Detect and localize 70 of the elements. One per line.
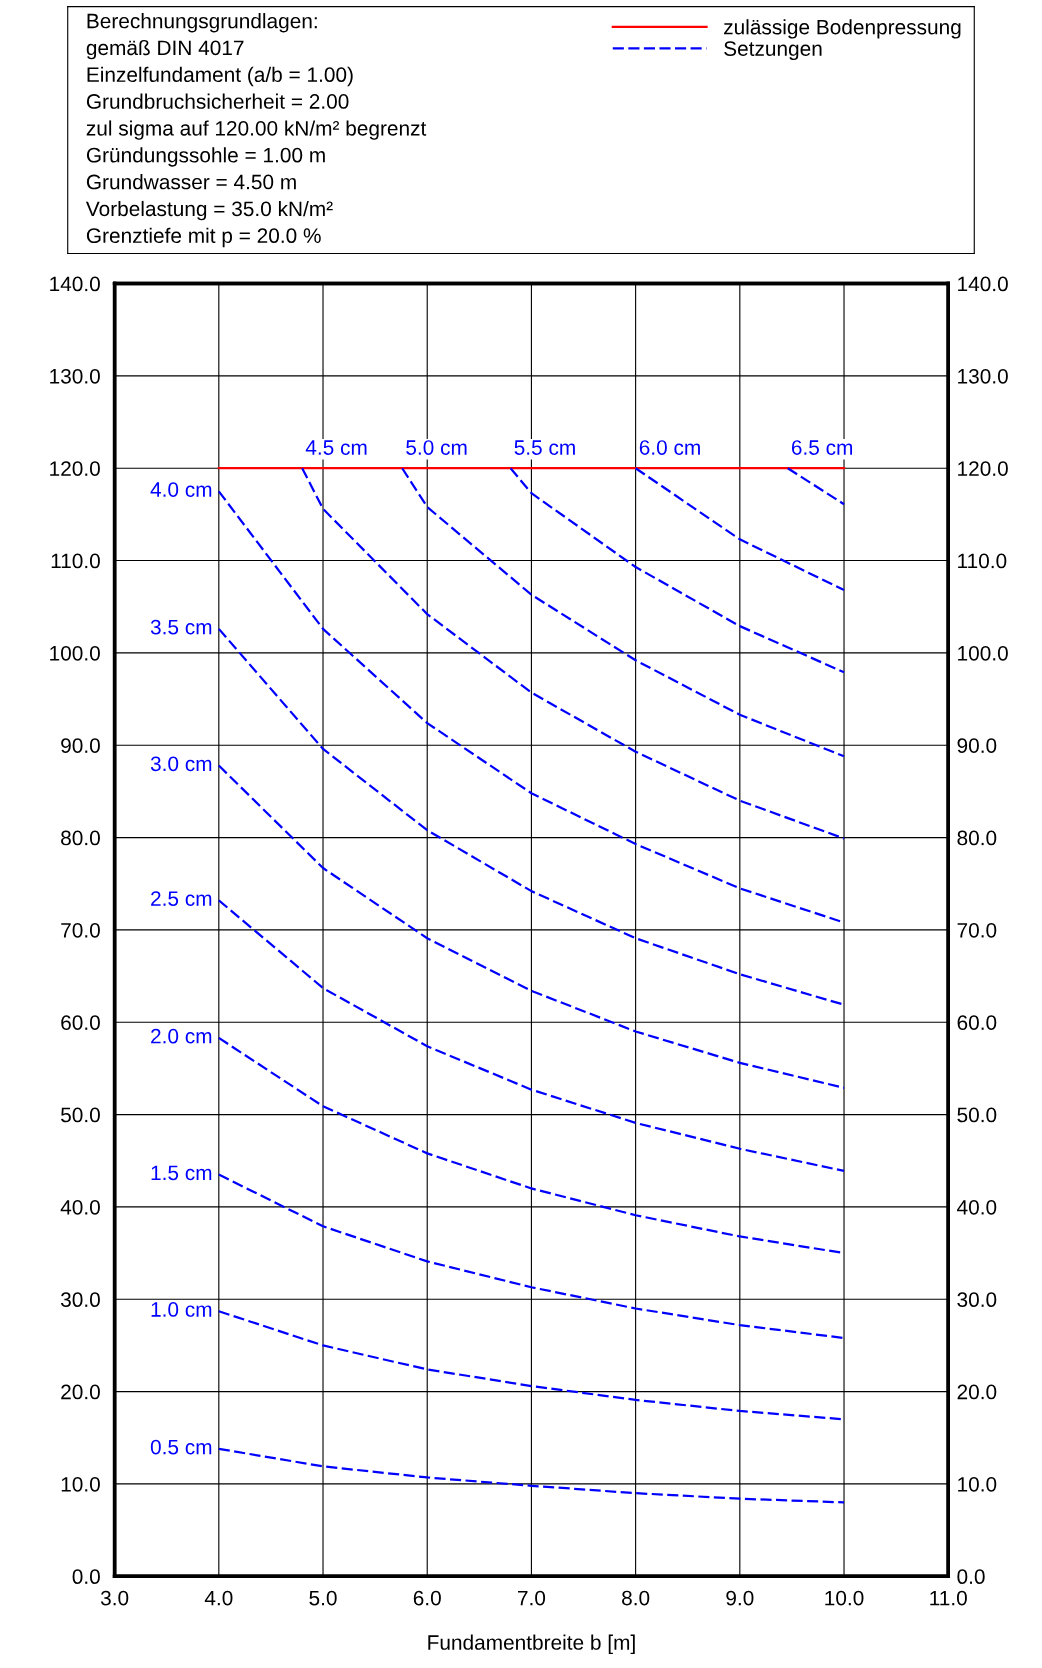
y2-tick-label: 70.0 [957, 922, 997, 938]
text: zul sigma auf 120.00 kN/m² begrenzt [86, 120, 427, 140]
y2-tick-label: 0.0 [957, 1569, 985, 1585]
y2-tick-label: 130.0 [958, 368, 1008, 384]
series-label: 3.0 cm [150, 756, 212, 772]
line-series [509, 467, 846, 674]
series-label: 4.0 cm [150, 482, 212, 497]
text: Berechnungsgrundlagen: [87, 13, 317, 33]
y-tick-label: 70.0 [61, 922, 100, 938]
y-tick-label: 90.0 [61, 738, 100, 753]
legend-title: Setzungen [724, 41, 822, 61]
line-series [301, 467, 846, 840]
series-label: 1.5 cm [151, 1165, 212, 1181]
series-label: 0.5 cm [150, 1439, 212, 1455]
y-tick-label: 40.0 [60, 1199, 100, 1215]
line-series [401, 467, 846, 758]
x-tick-label: 3.0 [100, 1590, 129, 1606]
y-tick-label: 110.0 [51, 553, 100, 569]
x-tick-label: 11.0 [930, 1590, 967, 1606]
x-axis-title: Fundamentbreite b [m] [428, 1634, 635, 1654]
series-label: 1.0 cm [151, 1302, 212, 1317]
y2-tick-label: 100.0 [958, 645, 1008, 661]
y2-tick-label: 140.0 [958, 276, 1008, 292]
y-tick-label: 50.0 [61, 1107, 100, 1123]
y2-tick-label: 30.0 [957, 1292, 997, 1308]
x-tick-label: 7.0 [518, 1590, 546, 1606]
line-series [217, 1447, 846, 1504]
series-label: 4.5 cm [305, 440, 367, 455]
line-series [217, 899, 846, 1173]
text: Einzelfundament (a/b = 1.00) [87, 66, 353, 87]
text: Grundwasser = 4.50 m [86, 174, 296, 190]
y2-tick-label: 110.0 [958, 553, 1007, 569]
y2-tick-label: 50.0 [957, 1107, 997, 1123]
x-tick-label: 6.0 [413, 1590, 441, 1606]
y2-tick-label: 20.0 [957, 1384, 997, 1400]
series-label: 6.5 cm [791, 440, 853, 455]
series-label: 2.0 cm [151, 1028, 212, 1044]
y2-tick-label: 80.0 [957, 830, 997, 846]
y2-tick-label: 120.0 [958, 461, 1008, 476]
y-tick-label: 100.0 [50, 645, 100, 661]
series-label: 6.0 cm [639, 440, 700, 455]
text: Grenztiefe mit p = 20.0 % [86, 227, 321, 248]
x-tick-label: 8.0 [622, 1590, 650, 1606]
series-label: 5.5 cm [514, 440, 575, 455]
y-tick-label: 20.0 [61, 1384, 100, 1400]
y-tick-label: 60.0 [61, 1015, 100, 1030]
y-tick-label: 30.0 [60, 1292, 100, 1308]
series-label: 5.0 cm [406, 440, 467, 455]
y-tick-label: 80.0 [61, 830, 100, 846]
text: Gründungssohle = 1.00 m [86, 147, 325, 167]
y-tick-label: 0.0 [72, 1569, 100, 1585]
legend-label: zulässige Bodenpressung [724, 19, 961, 39]
y-tick-label: 140.0 [50, 276, 100, 292]
y2-tick-label: 10.0 [958, 1476, 997, 1492]
line-series [217, 764, 846, 1089]
text: gemäß DIN 4017 [86, 39, 244, 60]
x-tick-label: 5.0 [309, 1590, 337, 1606]
x-tick-label: 9.0 [726, 1590, 754, 1606]
y2-tick-label: 40.0 [957, 1199, 997, 1215]
series-label: 3.5 cm [150, 619, 212, 635]
y2-tick-label: 90.0 [957, 738, 997, 753]
text: Vorbelastung = 35.0 kN/m² [85, 200, 333, 221]
x-tick-label: 10.0 [825, 1590, 864, 1606]
y2-tick-label: 60.0 [957, 1015, 997, 1030]
y-tick-label: 120.0 [50, 461, 100, 476]
y-tick-label: 10.0 [61, 1476, 100, 1492]
text: Grundbruchsicherheit = 2.00 [86, 93, 349, 109]
x-tick-label: 4.0 [204, 1590, 233, 1606]
series-label: 2.5 cm [151, 891, 212, 906]
y-tick-label: 130.0 [50, 368, 100, 384]
